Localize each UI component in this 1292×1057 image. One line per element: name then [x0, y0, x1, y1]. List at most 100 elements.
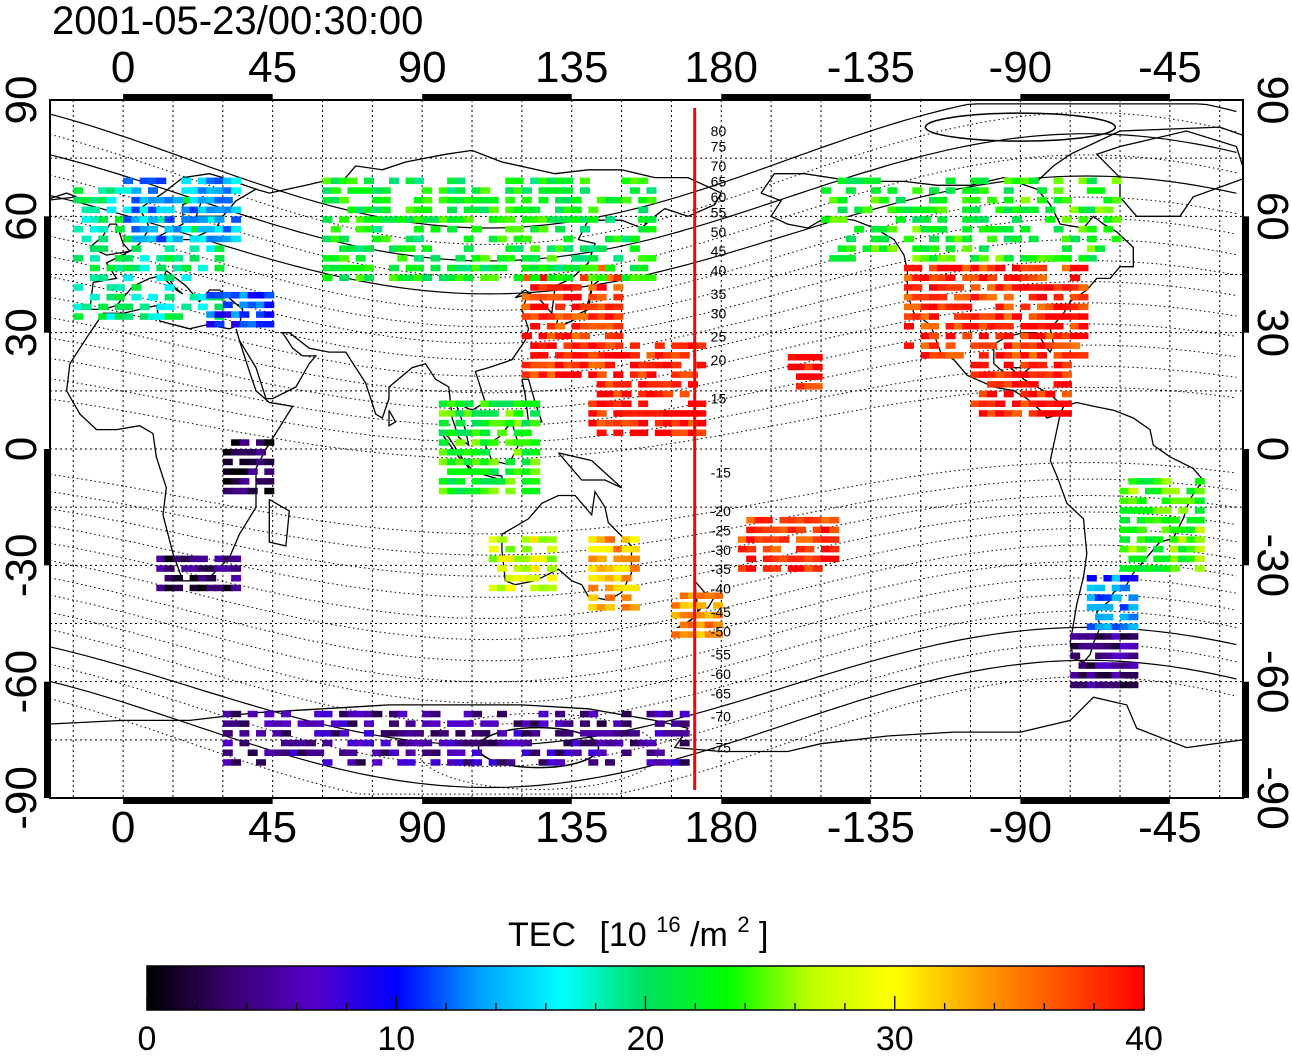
- tec-cell: [1078, 284, 1089, 291]
- tec-cell: [206, 321, 217, 328]
- tec-cell: [1037, 371, 1047, 378]
- tec-cell: [1061, 342, 1072, 349]
- tec-cell: [1012, 410, 1022, 417]
- tec-cell: [787, 363, 798, 371]
- tec-cell: [920, 293, 931, 301]
- tec-cell: [845, 255, 856, 262]
- tec-cell: [613, 274, 624, 281]
- tec-cell: [256, 321, 266, 328]
- tec-cell: [671, 429, 682, 437]
- tec-cell: [447, 468, 458, 475]
- tec-cell: [895, 196, 906, 204]
- tec-cell: [1169, 516, 1180, 524]
- tec-cell: [904, 293, 914, 301]
- tec-cell: [1061, 410, 1072, 417]
- tec-cell: [605, 730, 615, 737]
- tec-cell: [322, 739, 333, 747]
- tec-cell: [613, 371, 624, 378]
- tec-cell: [1128, 633, 1139, 640]
- tec-cell: [1037, 255, 1047, 262]
- tec-cell: [978, 226, 989, 233]
- tec-cell: [555, 206, 566, 214]
- tec-cell: [746, 516, 757, 524]
- tec-cell: [978, 352, 989, 359]
- tec-cell: [1103, 216, 1114, 223]
- tec-cell: [1095, 623, 1106, 630]
- tec-cell: [654, 342, 665, 349]
- tec-cell: [1028, 352, 1039, 359]
- tec-cell: [580, 720, 590, 727]
- tec-cell: [605, 381, 615, 388]
- tec-cell: [563, 264, 574, 272]
- frame-bar-right: [1243, 449, 1249, 566]
- tec-cell: [638, 264, 649, 272]
- tec-cell: [463, 468, 474, 475]
- tec-cell: [222, 565, 233, 572]
- tec-cell: [472, 730, 482, 737]
- tec-cell: [638, 177, 649, 185]
- tec-cell: [438, 449, 449, 456]
- tec-cell: [231, 311, 242, 318]
- tec-cell: [197, 293, 208, 301]
- tec-cell: [1020, 255, 1031, 262]
- tec-cell: [688, 631, 698, 638]
- tec-cell: [148, 226, 158, 233]
- tec-cell: [987, 410, 998, 417]
- tec-cell: [455, 419, 466, 427]
- left-tick-label: 60: [0, 192, 46, 241]
- tec-cell: [629, 545, 640, 553]
- tec-cell: [497, 478, 507, 485]
- tec-cell: [987, 226, 998, 233]
- tec-cell: [1078, 672, 1089, 679]
- tec-cell: [1012, 216, 1022, 223]
- tec-cell: [256, 311, 266, 318]
- tec-cell: [214, 206, 225, 214]
- tec-cell: [563, 361, 574, 369]
- tec-cell: [646, 255, 657, 262]
- tec-cell: [671, 759, 682, 766]
- tec-cell: [596, 342, 607, 349]
- tec-cell: [829, 196, 840, 204]
- tec-cell: [239, 301, 250, 309]
- tec-cell: [596, 429, 607, 437]
- tec-cell: [139, 255, 150, 262]
- tec-cell: [580, 303, 590, 311]
- tec-cell: [1194, 565, 1205, 572]
- tec-cell: [596, 371, 607, 378]
- tec-cell: [521, 313, 532, 320]
- tec-cell: [629, 410, 640, 417]
- tec-cell: [405, 235, 416, 243]
- tec-cell: [131, 245, 142, 252]
- tec-cell: [1120, 604, 1130, 611]
- tec-cell: [621, 594, 632, 601]
- tec-cell: [596, 400, 607, 407]
- tec-cell: [314, 730, 325, 737]
- tec-cell: [588, 710, 599, 718]
- tec-cell: [679, 720, 690, 727]
- tec-cell: [970, 323, 981, 330]
- tec-cell: [114, 264, 125, 272]
- tec-cell: [646, 226, 657, 233]
- tec-cell: [214, 216, 225, 223]
- tec-cell: [1095, 642, 1106, 650]
- tec-cell: [688, 592, 698, 599]
- tec-cell: [530, 226, 541, 233]
- tec-cell: [638, 390, 649, 398]
- tec-cell: [430, 255, 441, 262]
- tec-cell: [1128, 623, 1139, 630]
- tec-cell: [488, 739, 499, 747]
- tec-cell: [164, 226, 175, 233]
- top-tick-label: -90: [989, 43, 1053, 92]
- tec-cell: [970, 361, 981, 369]
- tec-cell: [405, 274, 416, 281]
- tec-cell: [521, 274, 532, 281]
- tec-cell: [588, 749, 599, 756]
- tec-cell: [538, 226, 549, 233]
- tec-cell: [1086, 255, 1097, 262]
- tec-cell: [413, 206, 424, 214]
- tec-cell: [1111, 594, 1122, 601]
- tec-cell: [447, 400, 458, 407]
- tec-cell: [613, 739, 624, 747]
- tec-cell: [920, 352, 931, 359]
- tec-cell: [1095, 681, 1106, 689]
